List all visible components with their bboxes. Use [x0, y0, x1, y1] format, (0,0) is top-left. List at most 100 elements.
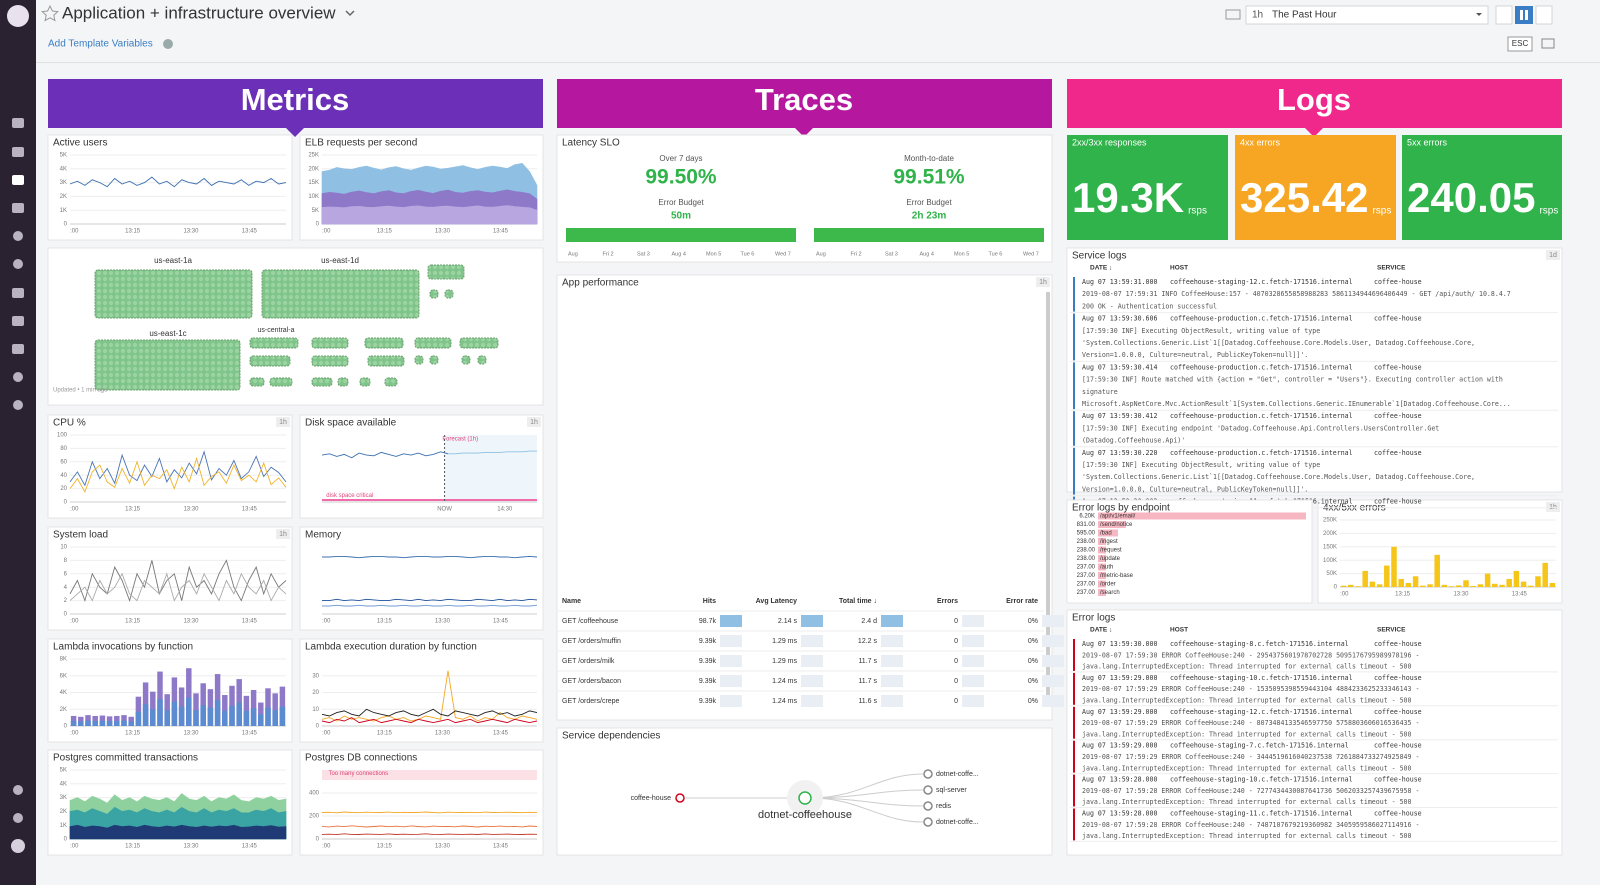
- log-date: Aug 07 13:59:28.000: [1082, 810, 1157, 818]
- nav-icon[interactable]: [13, 372, 23, 382]
- team-icon[interactable]: [13, 813, 23, 823]
- service-node[interactable]: [798, 791, 812, 805]
- log-host: coffeehouse-staging-7.c.fetch-171516.int…: [1170, 742, 1349, 750]
- bar: [142, 704, 149, 726]
- table-cell: 1.29 ms: [772, 638, 797, 645]
- log-status-bar: [1073, 706, 1075, 739]
- nav-icon[interactable]: [12, 203, 24, 213]
- cell-bar: [801, 695, 823, 707]
- y-tick-label: 150K: [1323, 544, 1337, 550]
- bar: [207, 707, 214, 726]
- service-node[interactable]: [923, 817, 933, 827]
- edge: [810, 797, 924, 823]
- nav-icon[interactable]: [13, 259, 23, 269]
- table-cell: 2.14 s: [778, 618, 798, 625]
- bar: [1405, 582, 1412, 587]
- service-node[interactable]: [923, 785, 933, 795]
- bar: [272, 710, 278, 726]
- pause-button[interactable]: [1515, 6, 1533, 24]
- table-cell: GET /orders/milk: [562, 658, 615, 665]
- log-column: HOST: [1170, 265, 1188, 272]
- cell-bar: [720, 615, 742, 627]
- service-node[interactable]: [923, 801, 933, 811]
- endpoint-name: /ingest: [1100, 539, 1118, 545]
- user-avatar[interactable]: [11, 839, 25, 853]
- favorite-star[interactable]: [41, 4, 59, 22]
- y-tick-label: 20: [312, 690, 319, 696]
- y-tick-label: 250K: [1323, 518, 1337, 524]
- area: [321, 205, 538, 225]
- host-cluster: [427, 264, 465, 280]
- bar: [258, 714, 264, 726]
- x-tick-label: 13:15: [125, 844, 141, 850]
- line: [322, 555, 538, 559]
- table-cell: 9.39k: [699, 698, 717, 705]
- title-dropdown[interactable]: [345, 10, 355, 17]
- slo-x-tick: Aug 4: [672, 251, 686, 257]
- nav-icon[interactable]: [13, 231, 23, 241]
- y-tick-label: 8: [64, 558, 68, 564]
- table-cell: GET /coffeehouse: [562, 618, 618, 625]
- y-tick-label: 40: [60, 473, 67, 479]
- section-pointer: [286, 128, 304, 137]
- service-node[interactable]: [923, 769, 933, 779]
- y-tick-label: 25K: [308, 153, 319, 159]
- endpoint-count: 595.00: [1077, 531, 1096, 537]
- y-tick-label: 200K: [1323, 531, 1337, 537]
- logo[interactable]: [7, 5, 29, 27]
- zone-label: us-central-a: [258, 327, 295, 334]
- nav-icon[interactable]: [12, 118, 24, 128]
- slo-strip: [566, 228, 796, 242]
- table-cell: 12.2 s: [858, 638, 878, 645]
- forward-button[interactable]: [1535, 5, 1553, 25]
- table-cell: 0: [954, 658, 958, 665]
- table-cell: GET /orders/crepe: [562, 698, 620, 705]
- cell-bar: [881, 635, 903, 647]
- bar: [135, 711, 142, 726]
- service-node[interactable]: [675, 793, 685, 803]
- nav-icon[interactable]: [12, 175, 24, 185]
- y-tick-label: 50K: [1326, 571, 1337, 577]
- panel: [299, 638, 544, 743]
- log-host: coffeehouse-staging-11.c.fetch-171516.in…: [1170, 810, 1353, 818]
- y-tick-label: 2K: [60, 707, 67, 713]
- log-status-bar: [1073, 362, 1075, 410]
- endpoint-count: 237.00: [1077, 582, 1096, 588]
- log-status-bar: [1073, 277, 1075, 312]
- nav-icon[interactable]: [12, 147, 24, 157]
- stat-value: 325.42: [1240, 174, 1368, 221]
- keyboard-icon[interactable]: [1225, 9, 1241, 20]
- cell-bar: [881, 615, 903, 627]
- time-selector[interactable]: [1245, 5, 1489, 25]
- host-cluster: [311, 377, 333, 387]
- cell-bar: [962, 655, 984, 667]
- y-tick-label: 4K: [60, 166, 67, 172]
- x-tick-label: 13:15: [377, 229, 393, 235]
- table-cell: GET /orders/muffin: [562, 638, 621, 645]
- panel-badge-label: 1d: [1549, 252, 1557, 259]
- log-service: coffee-house: [1374, 708, 1422, 716]
- nav-icon[interactable]: [13, 400, 23, 410]
- time-short: 1h: [1252, 10, 1263, 21]
- section-banner: [1067, 79, 1562, 128]
- y-tick-label: 2: [64, 598, 68, 604]
- bar: [186, 697, 192, 726]
- slo-x-tick: Wed 7: [1023, 251, 1039, 257]
- y-tick-label: 80: [60, 446, 67, 452]
- nav-icon[interactable]: [12, 344, 24, 354]
- time-dropdown[interactable]: [1476, 13, 1482, 16]
- nav-icon[interactable]: [12, 288, 24, 298]
- panel: [1066, 247, 1563, 493]
- back-button[interactable]: [1495, 5, 1513, 25]
- slo-x-tick: Sat 3: [637, 251, 650, 257]
- help-icon[interactable]: [13, 785, 23, 795]
- tv-mode-icon[interactable]: [1541, 38, 1555, 49]
- stat-title: 4xx errors: [1240, 137, 1281, 147]
- table-cell: 0%: [1028, 618, 1038, 625]
- log-service: coffee-house: [1374, 810, 1422, 818]
- help-icon[interactable]: [163, 39, 173, 49]
- esc-button[interactable]: [1507, 36, 1533, 52]
- nav-icon[interactable]: [12, 316, 24, 326]
- table-cell: 0%: [1028, 658, 1038, 665]
- sidebar: [0, 0, 36, 885]
